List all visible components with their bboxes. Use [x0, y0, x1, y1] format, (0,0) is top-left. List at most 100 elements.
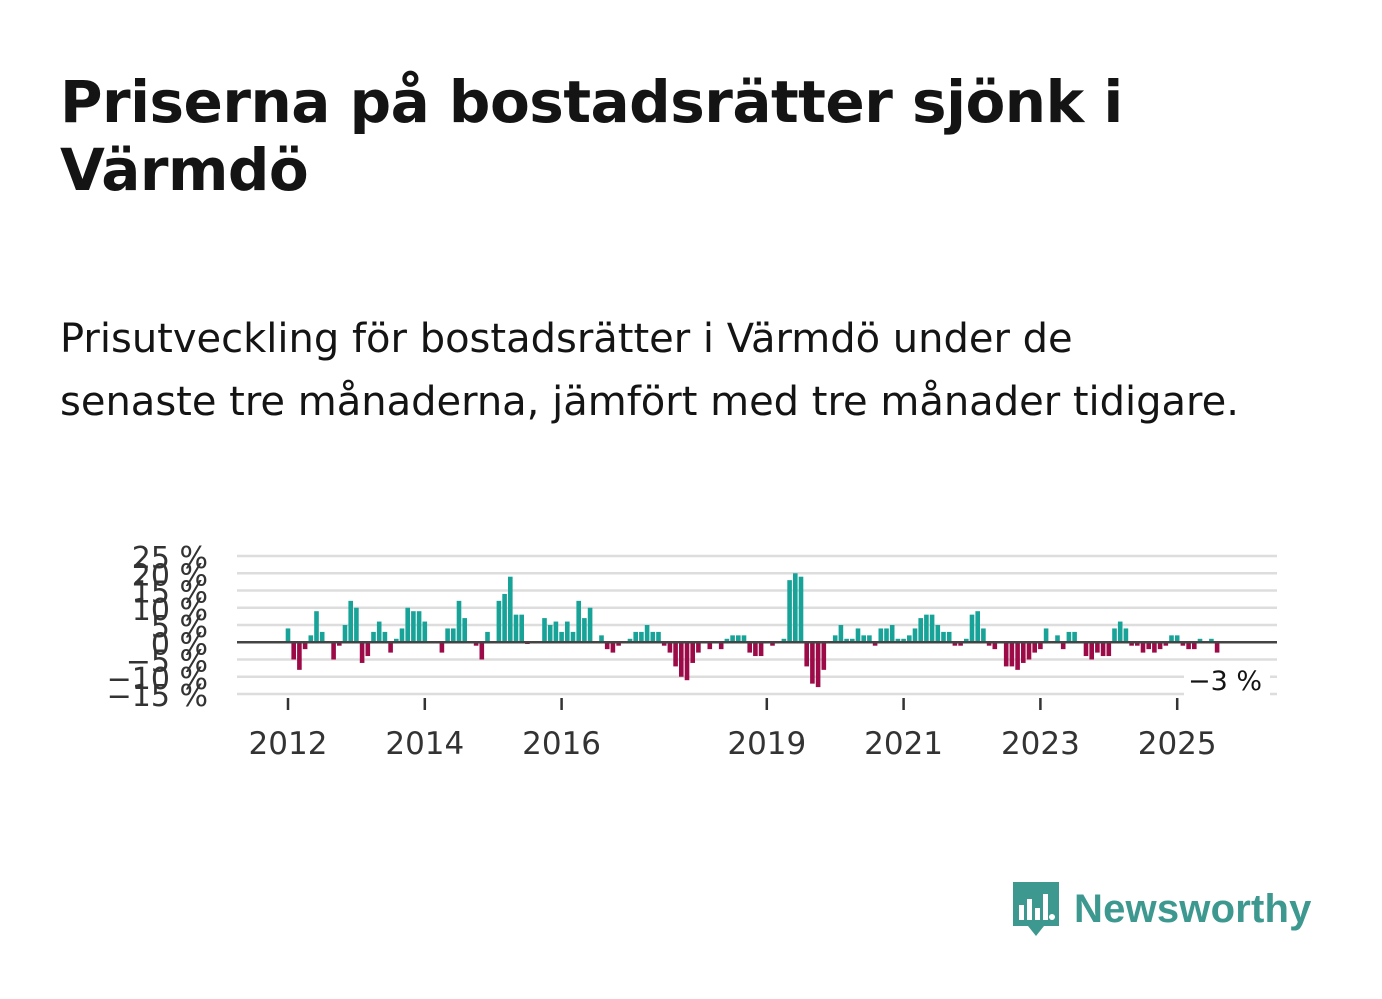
bar — [1123, 628, 1129, 643]
bar — [291, 642, 296, 660]
bar — [519, 614, 524, 643]
newsworthy-logo: Newsworthy — [1010, 878, 1312, 940]
bar — [679, 642, 684, 677]
bar — [570, 631, 576, 643]
x-tick-label: 2025 — [1138, 726, 1217, 760]
bar — [1089, 642, 1094, 660]
bar — [508, 576, 513, 643]
bar — [1180, 642, 1186, 646]
bar — [547, 625, 553, 643]
bar — [981, 628, 986, 643]
last-value-label-bg — [1184, 662, 1270, 698]
bar — [576, 600, 581, 643]
bar — [1038, 642, 1043, 650]
bar — [872, 642, 878, 646]
y-tick-label: −5 % — [126, 645, 208, 680]
bar — [1169, 635, 1174, 643]
bar — [684, 642, 690, 681]
bar — [1214, 642, 1220, 653]
bar — [958, 642, 963, 646]
bar — [946, 631, 952, 643]
y-axis: 25 %20 %15 %10 %5 %0 %−5 %−10 %−15 % — [107, 541, 208, 714]
bar — [411, 611, 416, 643]
bar — [724, 638, 730, 643]
bar — [1174, 635, 1180, 643]
bar — [929, 614, 935, 643]
bar — [1146, 642, 1151, 650]
bar — [650, 631, 656, 643]
bar — [513, 614, 519, 643]
bar — [661, 642, 667, 646]
bar — [1083, 642, 1089, 657]
bar — [889, 625, 895, 643]
bar — [1032, 642, 1037, 653]
bar — [1157, 642, 1163, 650]
grid-lines — [237, 554, 1277, 696]
bar — [542, 618, 547, 643]
bar — [912, 628, 918, 643]
bar — [992, 642, 998, 650]
bar — [1060, 642, 1066, 650]
x-tick-label: 2019 — [727, 726, 806, 760]
bar — [502, 593, 507, 643]
bar — [633, 631, 638, 643]
bar — [604, 642, 610, 650]
bar — [673, 642, 678, 667]
bar — [1026, 642, 1032, 660]
x-tick-label: 2014 — [385, 726, 464, 760]
bar — [815, 642, 821, 688]
y-tick-label: 0 % — [151, 627, 208, 662]
newsworthy-logo-icon — [1013, 882, 1059, 936]
bar — [308, 635, 314, 643]
x-tick-label: 2012 — [249, 726, 328, 760]
bar — [741, 635, 747, 643]
bar — [1043, 628, 1049, 643]
bar — [582, 618, 587, 643]
bar — [793, 573, 798, 643]
bar — [473, 642, 479, 646]
x-tick-label: 2016 — [522, 726, 601, 760]
bar — [781, 638, 787, 643]
x-axis: 2012 2014 2016 2019 2021 2023 2025 — [249, 698, 1217, 760]
bar — [844, 638, 849, 643]
bar — [627, 638, 633, 643]
bar — [382, 631, 388, 643]
bar — [707, 642, 713, 650]
y-tick-label: −15 % — [107, 679, 208, 714]
bar — [1112, 628, 1117, 643]
bar — [861, 635, 866, 643]
bar — [405, 607, 410, 643]
bar — [342, 625, 348, 643]
bar — [416, 611, 422, 643]
bar — [884, 628, 889, 643]
bar — [565, 621, 570, 643]
bar — [690, 642, 695, 663]
bar — [365, 642, 371, 657]
bar — [1152, 642, 1157, 653]
bar — [935, 625, 941, 643]
bar — [1009, 642, 1015, 667]
bar — [1135, 642, 1140, 646]
bar — [559, 631, 564, 643]
bar — [867, 635, 872, 643]
x-tick-label: 2021 — [864, 726, 943, 760]
x-tick-label: 2023 — [1001, 726, 1080, 760]
y-tick-label: 25 % — [132, 541, 208, 576]
y-tick-label: 15 % — [132, 576, 208, 611]
bar — [314, 611, 319, 643]
bar — [337, 642, 342, 646]
bar — [599, 635, 604, 643]
bar — [359, 642, 365, 663]
bar — [804, 642, 809, 667]
bar — [1100, 642, 1106, 657]
bar — [895, 638, 901, 643]
bar — [964, 638, 969, 643]
bar — [496, 600, 502, 643]
bar — [758, 642, 764, 657]
bar — [736, 635, 741, 643]
bar — [952, 642, 958, 646]
bar — [810, 642, 815, 684]
bar — [1055, 635, 1060, 643]
bar — [1129, 642, 1134, 646]
bar — [798, 576, 804, 643]
